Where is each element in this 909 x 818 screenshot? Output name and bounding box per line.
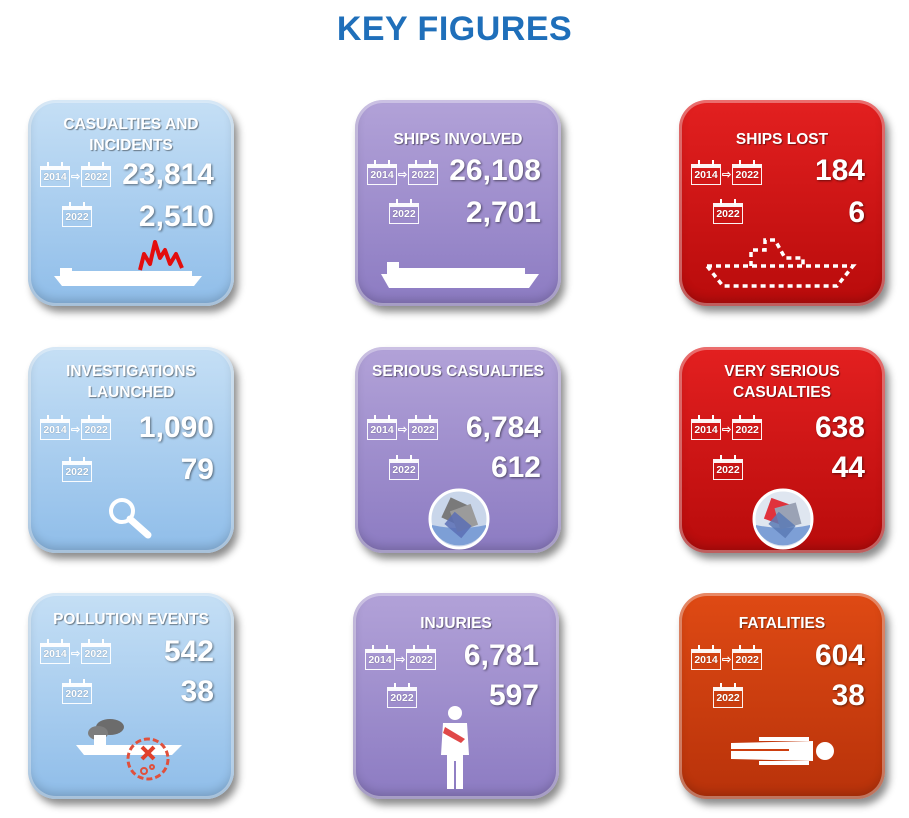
arrow-icon: ⇨ — [722, 169, 732, 181]
card-title: VERY SERIOUS CASUALTIES — [724, 363, 840, 401]
year-value: 597 — [488, 679, 539, 712]
year-value: 2,701 — [465, 196, 541, 229]
arrow-icon: ⇨ — [71, 171, 81, 183]
ship-outline-icon — [703, 238, 857, 288]
calendar-icon: 2022 — [713, 199, 743, 224]
page-title: KEY FIGURES — [336, 10, 573, 48]
year-value: 38 — [180, 675, 214, 708]
sinking-ship-icon — [428, 488, 490, 550]
card-title: SHIPS INVOLVED — [393, 131, 523, 148]
calendar-icon: 2022 — [62, 457, 92, 482]
card-pollution-events: POLLUTION EVENTS 2014 ⇨ 2022 542 2022 38 — [28, 593, 234, 799]
total-value: 638 — [814, 411, 865, 444]
calendar-icon: 2022 — [62, 202, 92, 227]
calendar-icon: 2014 — [40, 415, 70, 440]
card-injuries: INJURIES 2014 ⇨ 2022 6,781 2022 597 — [353, 593, 559, 799]
arrow-icon: ⇨ — [722, 424, 732, 436]
period-range: 2014 ⇨ 2022 — [40, 415, 112, 440]
calendar-icon: 2022 — [408, 415, 439, 440]
arrow-icon: ⇨ — [398, 169, 408, 181]
calendar-icon: 2014 — [367, 415, 397, 440]
calendar-icon: 2014 — [691, 645, 721, 670]
calendar-icon: 2022 — [406, 645, 437, 670]
card-ships-involved: SHIPS INVOLVED 2014 ⇨ 2022 26,108 2022 2… — [355, 100, 561, 306]
pollution-ship-icon — [76, 719, 182, 781]
card-very-serious-casualties: VERY SERIOUS CASUALTIES 2014 ⇨ 2022 638 … — [679, 347, 885, 553]
calendar-icon: 2014 — [691, 415, 721, 440]
period-range: 2014 ⇨ 2022 — [691, 160, 763, 185]
total-value: 1,090 — [138, 411, 214, 444]
card-ships-lost: SHIPS LOST 2014 ⇨ 2022 184 2022 6 — [679, 100, 885, 306]
total-value: 6,781 — [463, 639, 539, 672]
calendar-icon: 2022 — [81, 415, 112, 440]
sinking-ship-red-icon — [752, 488, 814, 550]
arrow-icon: ⇨ — [722, 654, 732, 666]
year-value: 2,510 — [138, 200, 214, 233]
card-title: INJURIES — [420, 615, 492, 632]
magnifier-icon — [109, 498, 152, 539]
total-value: 184 — [814, 154, 865, 187]
period-range: 2014 ⇨ 2022 — [367, 415, 439, 440]
card-serious-casualties: SERIOUS CASUALTIES 2014 ⇨ 2022 6,784 202… — [355, 347, 561, 553]
year-value: 6 — [848, 196, 865, 229]
total-value: 542 — [163, 635, 214, 668]
calendar-icon: 2022 — [81, 639, 112, 664]
calendar-icon: 2022 — [81, 162, 112, 187]
calendar-icon: 2014 — [40, 639, 70, 664]
year-value: 79 — [180, 453, 214, 486]
calendar-icon: 2022 — [732, 645, 763, 670]
card-investigations: INVESTIGATIONS LAUNCHED 2014 ⇨ 2022 1,09… — [28, 347, 234, 553]
calendar-icon: 2022 — [389, 455, 419, 480]
calendar-icon: 2022 — [732, 160, 763, 185]
calendar-icon: 2014 — [367, 160, 397, 185]
card-title: CASUALTIES AND INCIDENTS — [63, 116, 199, 154]
arrow-icon: ⇨ — [396, 654, 406, 666]
arrow-icon: ⇨ — [398, 424, 408, 436]
calendar-icon: 2014 — [365, 645, 395, 670]
calendar-icon: 2022 — [387, 683, 417, 708]
period-range: 2014 ⇨ 2022 — [365, 645, 437, 670]
total-value: 26,108 — [449, 154, 541, 187]
total-value: 23,814 — [122, 158, 214, 191]
period-range: 2014 ⇨ 2022 — [691, 645, 763, 670]
period-range: 2014 ⇨ 2022 — [691, 415, 763, 440]
card-title: SHIPS LOST — [735, 131, 829, 148]
calendar-icon: 2022 — [713, 683, 743, 708]
calendar-icon: 2022 — [408, 160, 439, 185]
total-value: 604 — [814, 639, 865, 672]
period-range: 2014 ⇨ 2022 — [40, 639, 112, 664]
card-title: POLLUTION EVENTS — [53, 611, 209, 628]
calendar-icon: 2014 — [691, 160, 721, 185]
card-title: FATALITIES — [738, 615, 826, 632]
card-title: SERIOUS CASUALTIES — [372, 363, 544, 380]
ship-damage-icon — [54, 240, 202, 286]
calendar-icon: 2022 — [713, 455, 743, 480]
ship-icon — [381, 262, 539, 288]
period-range: 2014 ⇨ 2022 — [367, 160, 439, 185]
calendar-icon: 2022 — [62, 679, 92, 704]
card-casualties-incidents: CASUALTIES AND INCIDENTS 2014 ⇨ 2022 23,… — [28, 100, 234, 306]
calendar-icon: 2014 — [40, 162, 70, 187]
year-value: 612 — [490, 451, 541, 484]
card-fatalities: FATALITIES 2014 ⇨ 2022 604 2022 38 — [679, 593, 885, 799]
card-title: INVESTIGATIONS LAUNCHED — [66, 363, 196, 401]
total-value: 6,784 — [465, 411, 541, 444]
arrow-icon: ⇨ — [71, 648, 81, 660]
period-range: 2014 ⇨ 2022 — [40, 162, 112, 187]
injured-person-icon — [441, 706, 469, 789]
year-value: 38 — [831, 679, 865, 712]
lying-person-icon — [731, 737, 834, 765]
calendar-icon: 2022 — [732, 415, 763, 440]
arrow-icon: ⇨ — [71, 424, 81, 436]
year-value: 44 — [831, 451, 865, 484]
calendar-icon: 2022 — [389, 199, 419, 224]
